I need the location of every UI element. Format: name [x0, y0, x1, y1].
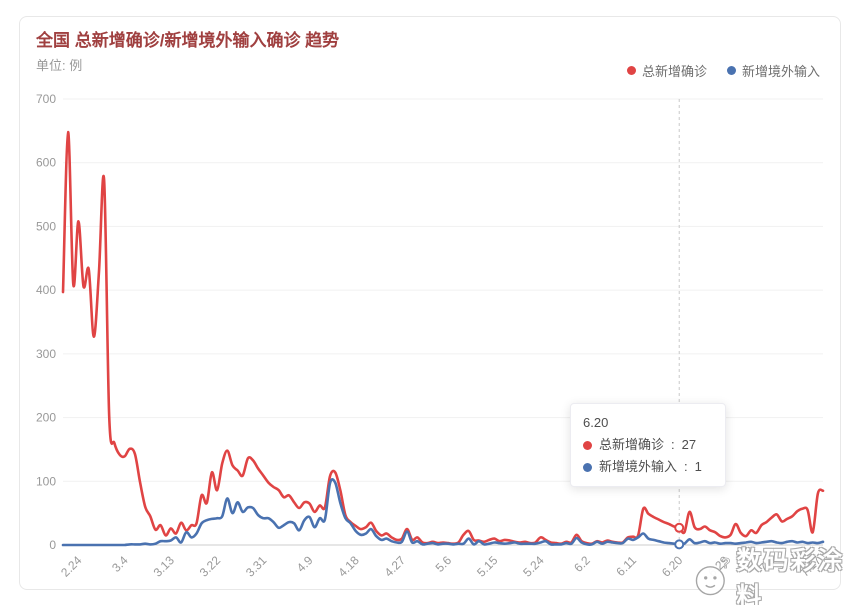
svg-text:4.18: 4.18: [335, 553, 362, 580]
legend-label-imported: 新增境外输入: [741, 64, 820, 79]
series-imported-line: [61, 478, 825, 547]
legend-label-total: 总新增确诊: [641, 64, 707, 79]
svg-text:500: 500: [36, 219, 56, 233]
page-title: 全国 总新增确诊/新增境外输入确诊 趋势: [36, 31, 340, 50]
tooltip-value-imported: 1: [694, 459, 702, 474]
svg-text:3.13: 3.13: [151, 553, 178, 580]
svg-text:400: 400: [36, 283, 56, 297]
legend-item-total[interactable]: 总新增确诊: [626, 61, 707, 80]
svg-text:200: 200: [36, 411, 56, 425]
svg-text:4.27: 4.27: [382, 553, 409, 580]
svg-text:?: ?: [721, 556, 730, 572]
svg-text:100: 100: [36, 474, 56, 488]
watermark: ? 数码彩涂料: [690, 541, 861, 605]
tooltip-date: 6.20: [583, 415, 609, 430]
svg-text:4.9: 4.9: [294, 553, 316, 575]
highlight-markers: [674, 522, 685, 550]
svg-text:3.22: 3.22: [197, 553, 224, 580]
svg-text:2.24: 2.24: [58, 553, 85, 580]
chart-card: [19, 16, 841, 590]
svg-text:5.15: 5.15: [474, 553, 501, 580]
watermark-text: 数码彩涂料: [736, 547, 845, 605]
tooltip: 6.20 总新增确诊 27 新增境外输入 1: [570, 403, 726, 487]
tooltip-label-total: 总新增确诊: [599, 437, 665, 452]
svg-text:5.24: 5.24: [520, 553, 547, 580]
tooltip-swatch-total-icon: [583, 440, 592, 450]
svg-text:6.2: 6.2: [571, 553, 593, 575]
svg-text:600: 600: [36, 156, 56, 170]
svg-text:5.6: 5.6: [433, 553, 455, 575]
svg-text:6.11: 6.11: [613, 553, 639, 579]
legend-item-imported[interactable]: 新增境外输入: [726, 61, 820, 80]
watermark-mascot-icon: ?: [695, 555, 731, 596]
svg-text:6.20: 6.20: [659, 553, 686, 580]
tooltip-row-imported: 新增境外输入 1: [583, 456, 713, 478]
svg-text:700: 700: [36, 92, 56, 106]
svg-text:0: 0: [49, 538, 56, 552]
tooltip-row-total: 总新增确诊 27: [583, 434, 713, 456]
tooltip-swatch-imported-icon: [583, 462, 592, 472]
tooltip-value-total: 27: [681, 437, 697, 452]
y-axis-labels: 0 100 200 300 400 500 600 700: [36, 92, 56, 552]
legend-swatch-imported-icon: [726, 66, 736, 75]
svg-text:300: 300: [36, 347, 56, 361]
tooltip-label-imported: 新增境外输入: [599, 459, 678, 474]
svg-text:3.31: 3.31: [243, 553, 270, 580]
legend-swatch-total-icon: [626, 66, 636, 75]
legend: 总新增确诊 新增境外输入: [626, 61, 820, 80]
unit-label: 单位: 例: [36, 58, 83, 73]
svg-text:3.4: 3.4: [109, 553, 131, 575]
